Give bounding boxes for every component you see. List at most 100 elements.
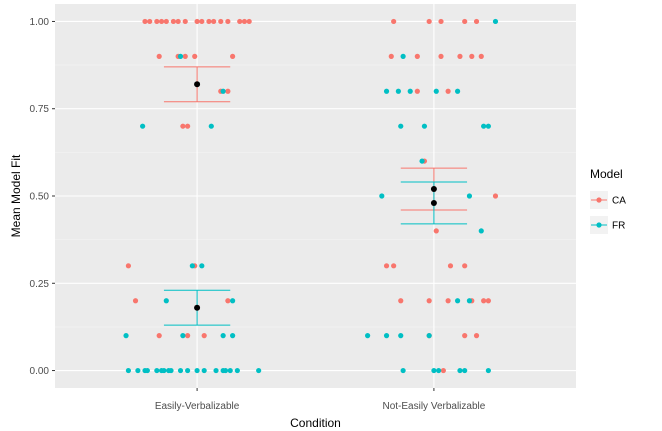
data-point-fr (123, 333, 129, 339)
data-point-fr (419, 158, 425, 164)
data-point-ca (230, 53, 236, 59)
data-point-ca (211, 18, 217, 25)
data-point-ca (398, 298, 404, 304)
points-layer (123, 18, 499, 374)
data-point-fr (154, 367, 160, 374)
data-point-fr (180, 333, 186, 339)
y-tick-label: 1.00 (30, 17, 50, 28)
data-point-ca (478, 53, 484, 59)
data-point-fr (431, 367, 437, 374)
data-point-fr (466, 298, 473, 304)
data-point-fr (454, 88, 461, 94)
data-point-fr (125, 367, 132, 374)
data-point-fr (365, 333, 371, 339)
data-point-fr (230, 333, 236, 339)
x-tick-label: Easily-Verbalizable (155, 401, 240, 412)
data-point-ca (158, 18, 165, 25)
data-point-fr (383, 88, 390, 94)
data-point-fr (462, 367, 468, 374)
data-point-fr (168, 367, 174, 374)
data-point-fr (194, 367, 200, 374)
data-point-ca (414, 88, 420, 94)
data-point-ca (132, 298, 139, 304)
data-point-ca (462, 18, 468, 25)
legend-key-point-ca (596, 197, 602, 203)
legend-label-ca: CA (612, 196, 626, 207)
data-point-ca (156, 333, 162, 339)
data-point-ca (147, 18, 153, 25)
mean-point-fr (430, 186, 437, 193)
mean-point-ca (194, 81, 201, 88)
data-point-fr (400, 367, 406, 374)
y-tick-label: 0.75 (30, 104, 50, 115)
data-point-ca (481, 298, 487, 304)
data-point-fr (199, 263, 205, 269)
data-point-ca (445, 88, 451, 94)
data-point-ca (414, 53, 420, 59)
data-point-ca (473, 18, 480, 25)
legend-label-fr: FR (612, 221, 625, 232)
data-point-ca (426, 298, 432, 304)
data-point-ca (180, 123, 186, 129)
data-point-fr (177, 53, 184, 59)
data-point-ca (246, 18, 252, 25)
data-point-ca (182, 53, 188, 59)
data-point-fr (144, 367, 150, 374)
x-axis-title: Condition (290, 416, 341, 430)
y-tick-label: 0.00 (30, 366, 50, 377)
data-point-ca (388, 53, 394, 59)
data-point-fr (485, 367, 491, 374)
data-point-ca (383, 263, 390, 269)
data-point-ca (473, 333, 480, 339)
data-point-ca (199, 18, 205, 25)
means-layer (194, 81, 437, 311)
data-point-ca (194, 18, 200, 25)
data-point-fr (485, 123, 491, 129)
data-point-ca (438, 53, 444, 59)
data-point-fr (222, 367, 229, 374)
data-point-ca (163, 18, 169, 25)
data-point-ca (462, 333, 468, 339)
data-point-ca (170, 18, 177, 25)
data-point-ca (440, 367, 446, 374)
data-point-fr (230, 298, 236, 304)
data-point-ca (206, 18, 212, 25)
data-point-fr (398, 123, 404, 129)
data-point-ca (426, 18, 432, 25)
data-point-fr (481, 123, 487, 129)
data-point-ca (154, 18, 160, 25)
data-point-ca (445, 298, 451, 304)
data-point-ca (218, 18, 224, 25)
y-axis-ticks: 0.00 0.25 0.50 0.75 1.00 (30, 17, 55, 377)
mean-point-fr (194, 304, 201, 311)
data-point-ca (447, 263, 454, 269)
data-point-fr (398, 333, 404, 339)
data-point-ca (241, 18, 248, 25)
data-point-ca (185, 333, 191, 339)
data-point-ca (433, 228, 439, 234)
data-point-fr (177, 367, 184, 374)
data-point-fr (454, 298, 461, 304)
data-point-fr (208, 123, 214, 129)
data-point-fr (163, 298, 169, 304)
legend-key-point-fr (596, 222, 602, 228)
data-point-fr (400, 53, 406, 59)
data-point-ca (391, 18, 397, 25)
data-point-ca (237, 18, 243, 25)
data-point-fr (407, 88, 413, 94)
legend-title: Model (590, 167, 623, 181)
data-point-ca (457, 53, 463, 59)
data-point-fr (379, 193, 385, 199)
data-point-fr (492, 18, 499, 25)
data-point-ca (462, 263, 468, 269)
data-point-fr (140, 123, 146, 129)
data-point-ca (156, 53, 162, 59)
x-tick-label: Not-Easily Verbalizable (382, 401, 485, 412)
data-point-fr (457, 367, 463, 374)
data-point-ca (192, 53, 198, 59)
data-point-fr (421, 123, 428, 129)
data-point-ca (185, 123, 191, 129)
data-point-fr (135, 367, 141, 374)
data-point-fr (433, 88, 439, 94)
